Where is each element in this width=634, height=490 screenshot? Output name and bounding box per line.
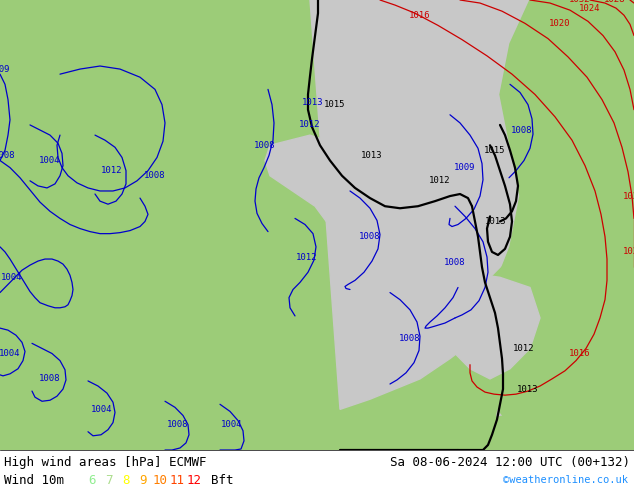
Polygon shape	[590, 0, 634, 450]
Text: 1009: 1009	[454, 163, 476, 172]
Text: 1013: 1013	[485, 217, 507, 226]
Text: 1013: 1013	[361, 151, 383, 160]
Text: 1032: 1032	[569, 0, 591, 4]
Text: 1009: 1009	[0, 65, 11, 74]
Text: 1012: 1012	[299, 121, 321, 129]
Text: 1004: 1004	[0, 349, 21, 358]
Polygon shape	[310, 0, 634, 409]
Text: Sa 08-06-2024 12:00 UTC (00+132): Sa 08-06-2024 12:00 UTC (00+132)	[390, 456, 630, 468]
Text: 7: 7	[105, 473, 113, 487]
Text: 1004: 1004	[39, 156, 61, 165]
Text: 1004: 1004	[221, 420, 243, 429]
Text: Bft: Bft	[211, 473, 233, 487]
Text: 12: 12	[186, 473, 202, 487]
Text: 1016: 1016	[410, 11, 430, 20]
Text: 1013: 1013	[517, 385, 539, 393]
Text: 1015: 1015	[324, 100, 346, 109]
Text: 1008: 1008	[0, 151, 16, 160]
Text: 1020: 1020	[623, 247, 634, 256]
Polygon shape	[570, 0, 634, 64]
Polygon shape	[0, 389, 634, 450]
Text: 1012: 1012	[101, 166, 123, 175]
Text: 1020: 1020	[549, 19, 571, 28]
Text: 1015: 1015	[484, 146, 506, 155]
Text: 1008: 1008	[254, 141, 276, 150]
Text: 1008: 1008	[167, 420, 189, 429]
Text: 1012: 1012	[429, 176, 451, 185]
Text: 1024: 1024	[579, 3, 601, 13]
Text: 1013: 1013	[302, 98, 324, 107]
Text: 1008: 1008	[399, 334, 421, 343]
Text: 1028: 1028	[604, 0, 626, 4]
Text: 1004: 1004	[1, 273, 23, 282]
Polygon shape	[420, 267, 540, 379]
Text: 1020: 1020	[623, 192, 634, 200]
Text: 8: 8	[122, 473, 130, 487]
Text: 1008: 1008	[39, 374, 61, 383]
Polygon shape	[330, 232, 390, 277]
Text: 10: 10	[153, 473, 167, 487]
Text: Wind 10m: Wind 10m	[4, 473, 64, 487]
Polygon shape	[265, 135, 370, 237]
Text: 1008: 1008	[511, 125, 533, 135]
Text: 11: 11	[169, 473, 184, 487]
Text: ©weatheronline.co.uk: ©weatheronline.co.uk	[503, 475, 628, 485]
Text: 1004: 1004	[91, 405, 113, 414]
Text: 9: 9	[139, 473, 146, 487]
Polygon shape	[550, 0, 600, 44]
Polygon shape	[0, 0, 170, 176]
Text: 1008: 1008	[359, 232, 381, 241]
Text: 1008: 1008	[145, 171, 165, 180]
Text: High wind areas [hPa] ECMWF: High wind areas [hPa] ECMWF	[4, 456, 207, 468]
Polygon shape	[490, 166, 634, 450]
Text: 1012: 1012	[514, 344, 534, 353]
Text: 6: 6	[88, 473, 96, 487]
Polygon shape	[480, 0, 634, 450]
Text: 1016: 1016	[569, 349, 591, 358]
Text: 1012: 1012	[296, 252, 318, 262]
Text: 1008: 1008	[444, 258, 466, 267]
